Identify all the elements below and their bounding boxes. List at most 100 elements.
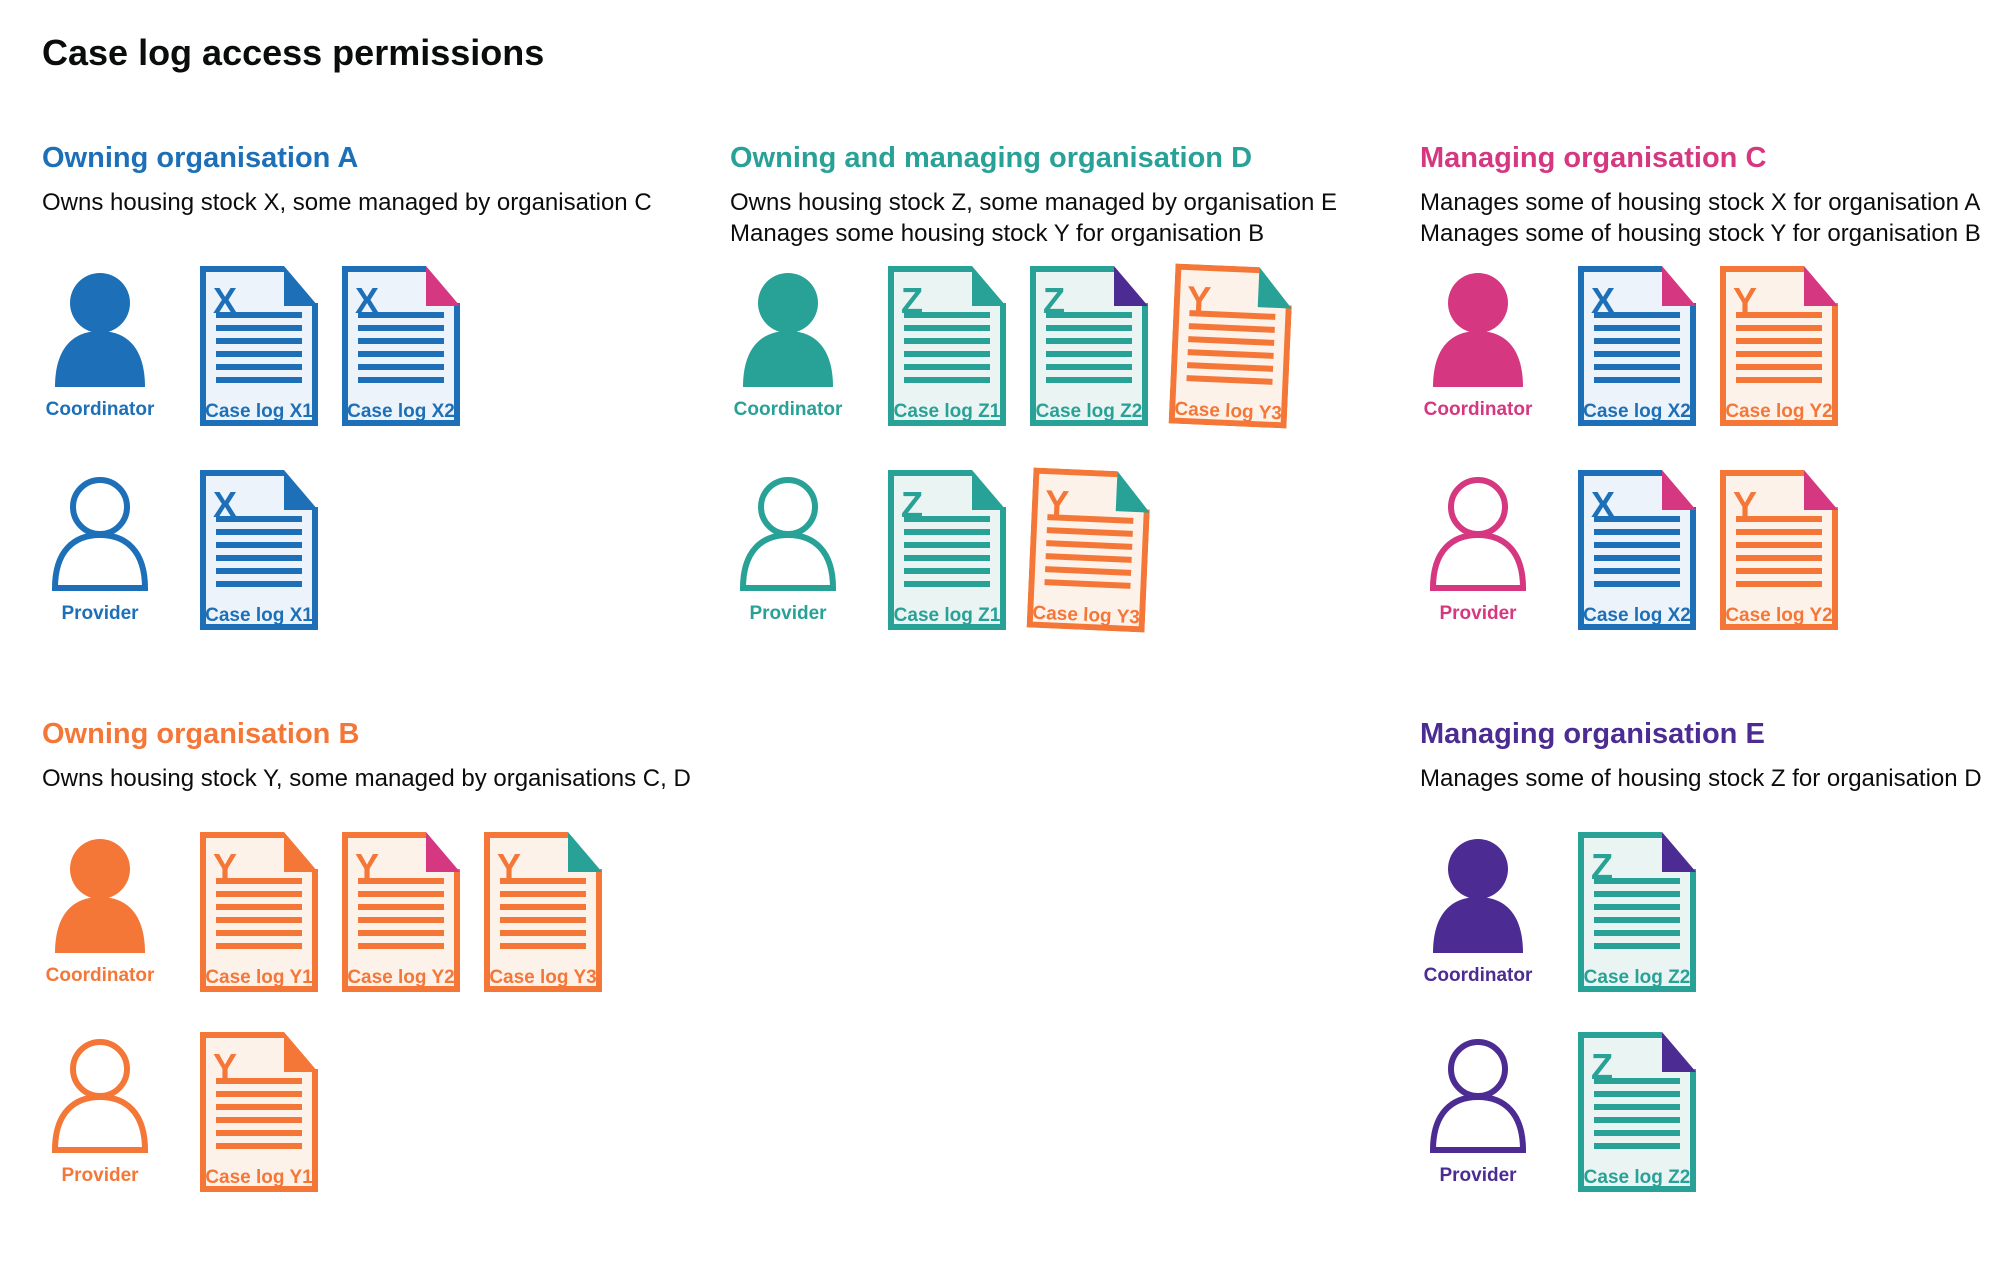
person-role-label: Coordinator: [45, 399, 155, 420]
section-description-line: Manages some housing stock Y for organis…: [730, 220, 1265, 247]
case-log-document: X Case log X2: [1578, 470, 1696, 630]
case-log-label: Case log Y3: [1032, 603, 1140, 629]
person-role-label: Provider: [1439, 603, 1517, 624]
permission-row-coordinator: Coordinator Z Case log Z2: [1420, 832, 1696, 992]
case-log-label: Case log Y2: [347, 967, 454, 988]
person-outline-icon: [51, 1039, 149, 1153]
case-log-document: X Case log X2: [1578, 266, 1696, 426]
case-log-label: Case log Y1: [205, 967, 313, 988]
person-role-label: Provider: [61, 603, 139, 624]
case-log-label: Case log Z1: [894, 605, 1001, 626]
case-log-label: Case log Y3: [1174, 399, 1282, 425]
section-title: Owning organisation B: [42, 718, 360, 750]
coordinator-figure: Coordinator: [1420, 832, 1536, 987]
case-log-label: Case log Y2: [1725, 605, 1832, 626]
person-icon: [55, 273, 145, 387]
permission-row-provider: Provider X Case log X2 Y Case log Y2: [1420, 470, 1838, 630]
section-description-line: Manages some of housing stock Y for orga…: [1420, 220, 1981, 247]
case-log-document: Y Case log Y3: [484, 832, 602, 992]
person-role-label: Coordinator: [733, 399, 843, 420]
case-log-document: Z Case log Z1: [888, 266, 1006, 426]
section-description: Owns housing stock Z, some managed by or…: [730, 187, 1390, 249]
case-log-group: Z Case log Z2: [1578, 832, 1696, 992]
section-owning-b: Owning organisation B Owns housing stock …: [42, 716, 702, 1192]
fold-corner: [1804, 470, 1838, 510]
case-log-label: Case log Z2: [1584, 1167, 1691, 1188]
case-log-group: Y Case log Y1 Y Case log Y2 Y Case log Y3: [200, 832, 602, 992]
case-log-group: X Case log X1: [200, 470, 318, 630]
fold-corner: [972, 266, 1006, 306]
person-role-label: Provider: [1439, 1165, 1517, 1186]
permission-row-provider: Provider Z Case log Z2: [1420, 1032, 1696, 1192]
coordinator-figure: Coordinator: [1420, 266, 1536, 421]
case-log-group: X Case log X1 X Case log X2: [200, 266, 460, 426]
section-title: Managing organisation C: [1420, 142, 1767, 174]
provider-figure: Provider: [1420, 1032, 1536, 1187]
case-log-document: Z Case log Z2: [1030, 266, 1148, 426]
case-log-document: Y Case log Y1: [200, 1032, 318, 1192]
case-log-icon: Z Case log Z2: [1578, 1032, 1696, 1192]
provider-figure: Provider: [42, 1032, 158, 1187]
case-log-document: X Case log X1: [200, 266, 318, 426]
case-log-label: Case log Y2: [1725, 401, 1832, 422]
section-description: Manages some of housing stock Z for orga…: [1420, 763, 2000, 794]
section-title: Owning and managing organisation D: [730, 142, 1253, 174]
person-role-label: Provider: [749, 603, 827, 624]
case-log-document: X Case log X1: [200, 470, 318, 630]
fold-corner: [1662, 832, 1696, 872]
person-outline-icon: [739, 477, 837, 591]
fold-corner: [1804, 266, 1838, 306]
fold-corner: [284, 266, 318, 306]
section-owning-a: Owning organisation A Owns housing stock …: [42, 140, 702, 630]
permission-row-coordinator: Coordinator X Case log X1 X Case log X2: [42, 266, 460, 426]
case-log-label: Case log Z2: [1584, 967, 1691, 988]
fold-corner: [568, 832, 602, 872]
coordinator-figure: Coordinator: [730, 266, 846, 421]
case-log-icon: Z Case log Z2: [1030, 266, 1148, 426]
permission-row-provider: Provider X Case log X1: [42, 470, 318, 630]
stock-letter: Z: [901, 484, 923, 525]
permission-row-coordinator: Coordinator X Case log X2 Y Case log Y2: [1420, 266, 1838, 426]
section-description: Owns housing stock X, some managed by or…: [42, 187, 702, 218]
fold-corner: [1114, 266, 1148, 306]
permission-row-provider: Provider Z Case log Z1 Y Case log Y3: [730, 467, 1150, 633]
section-description-line: Manages some of housing stock Z for orga…: [1420, 765, 1982, 792]
section-description-line: Owns housing stock X, some managed by or…: [42, 189, 652, 216]
section-description-line: Owns housing stock Y, some managed by or…: [42, 765, 691, 792]
section-title: Managing organisation E: [1420, 718, 1765, 750]
case-log-document: Z Case log Z1: [888, 470, 1006, 630]
case-log-group: Z Case log Z1 Z Case log Z2 Y Case log Y3: [888, 263, 1292, 429]
case-log-label: Case log X2: [1583, 401, 1691, 422]
case-log-label: Case log X1: [205, 605, 313, 626]
case-log-group: Y Case log Y1: [200, 1032, 318, 1192]
fold-corner: [284, 1032, 318, 1072]
section-description-line: Owns housing stock Z, some managed by or…: [730, 189, 1337, 216]
case-log-group: X Case log X2 Y Case log Y2: [1578, 266, 1838, 426]
provider-figure: Provider: [42, 470, 158, 625]
case-log-document: Y Case log Y2: [1720, 266, 1838, 426]
section-managing-c: Managing organisation C Manages some of h…: [1420, 140, 2000, 630]
stock-letter: Z: [1591, 1046, 1613, 1087]
fold-corner: [972, 470, 1006, 510]
provider-figure: Provider: [730, 470, 846, 625]
permission-row-provider: Provider Y Case log Y1: [42, 1032, 318, 1192]
person-icon: [1433, 273, 1523, 387]
person-outline-icon: [1429, 1039, 1527, 1153]
case-log-icon: Z Case log Z1: [888, 266, 1006, 426]
provider-figure: Provider: [1420, 470, 1536, 625]
stock-letter: Z: [1591, 846, 1613, 887]
person-outline-icon: [51, 477, 149, 591]
case-log-group: X Case log X2 Y Case log Y2: [1578, 470, 1838, 630]
section-description-line: Manages some of housing stock X for orga…: [1420, 189, 1981, 216]
case-log-group: Z Case log Z2: [1578, 1032, 1696, 1192]
